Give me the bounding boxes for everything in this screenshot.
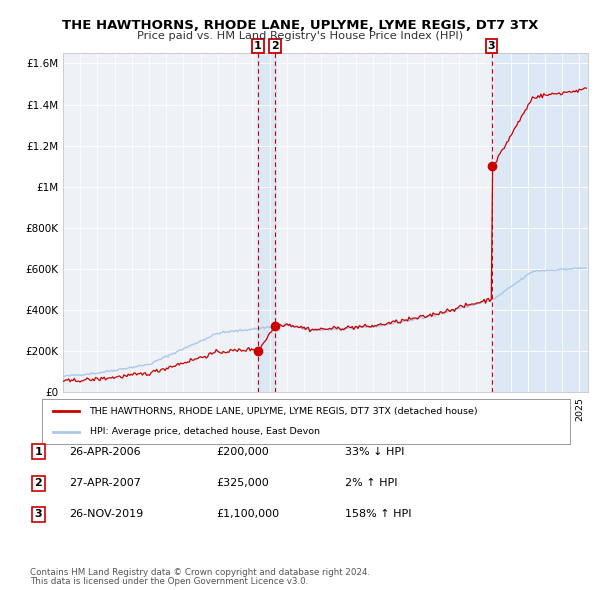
Text: THE HAWTHORNS, RHODE LANE, UPLYME, LYME REGIS, DT7 3TX (detached house): THE HAWTHORNS, RHODE LANE, UPLYME, LYME …: [89, 407, 478, 416]
Text: HPI: Average price, detached house, East Devon: HPI: Average price, detached house, East…: [89, 427, 320, 436]
Text: 2: 2: [35, 478, 42, 488]
Text: This data is licensed under the Open Government Licence v3.0.: This data is licensed under the Open Gov…: [30, 578, 308, 586]
Text: Contains HM Land Registry data © Crown copyright and database right 2024.: Contains HM Land Registry data © Crown c…: [30, 568, 370, 577]
Text: 2: 2: [271, 41, 279, 51]
Text: £1,100,000: £1,100,000: [216, 510, 279, 519]
Text: 26-NOV-2019: 26-NOV-2019: [69, 510, 143, 519]
Text: £200,000: £200,000: [216, 447, 269, 457]
Bar: [257, 53, 277, 392]
Text: £325,000: £325,000: [216, 478, 269, 488]
Text: 26-APR-2006: 26-APR-2006: [69, 447, 140, 457]
Text: 27-APR-2007: 27-APR-2007: [69, 478, 141, 488]
Text: 2% ↑ HPI: 2% ↑ HPI: [345, 478, 398, 488]
Text: 3: 3: [35, 510, 42, 519]
Bar: [491, 53, 588, 392]
Text: 3: 3: [488, 41, 496, 51]
Text: 1: 1: [35, 447, 42, 457]
Text: Price paid vs. HM Land Registry's House Price Index (HPI): Price paid vs. HM Land Registry's House …: [137, 31, 463, 41]
Text: 33% ↓ HPI: 33% ↓ HPI: [345, 447, 404, 457]
Text: 158% ↑ HPI: 158% ↑ HPI: [345, 510, 412, 519]
Text: THE HAWTHORNS, RHODE LANE, UPLYME, LYME REGIS, DT7 3TX: THE HAWTHORNS, RHODE LANE, UPLYME, LYME …: [62, 19, 538, 32]
Text: 1: 1: [254, 41, 262, 51]
